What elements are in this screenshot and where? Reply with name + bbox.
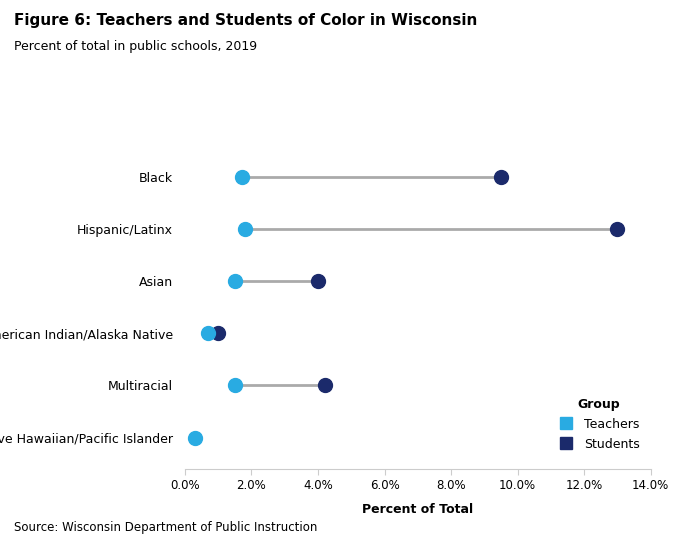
Point [229, 277, 240, 286]
Point [312, 277, 323, 286]
Point [612, 225, 623, 233]
Point [239, 225, 250, 233]
Point [229, 381, 240, 390]
Point [203, 329, 214, 337]
Legend: Teachers, Students: Teachers, Students [553, 393, 645, 456]
Text: Source: Wisconsin Department of Public Instruction: Source: Wisconsin Department of Public I… [14, 521, 317, 534]
Point [190, 433, 201, 442]
Point [319, 381, 330, 390]
X-axis label: Percent of Total: Percent of Total [362, 503, 473, 516]
Point [495, 172, 506, 181]
Point [236, 172, 247, 181]
Point [213, 329, 224, 337]
Text: Figure 6: Teachers and Students of Color in Wisconsin: Figure 6: Teachers and Students of Color… [14, 13, 477, 29]
Text: Percent of total in public schools, 2019: Percent of total in public schools, 2019 [14, 40, 257, 53]
